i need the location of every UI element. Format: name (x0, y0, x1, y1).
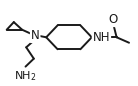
Text: N: N (31, 29, 40, 42)
Text: O: O (108, 13, 118, 26)
Text: NH$_2$: NH$_2$ (14, 69, 37, 83)
Text: NH: NH (93, 31, 110, 44)
